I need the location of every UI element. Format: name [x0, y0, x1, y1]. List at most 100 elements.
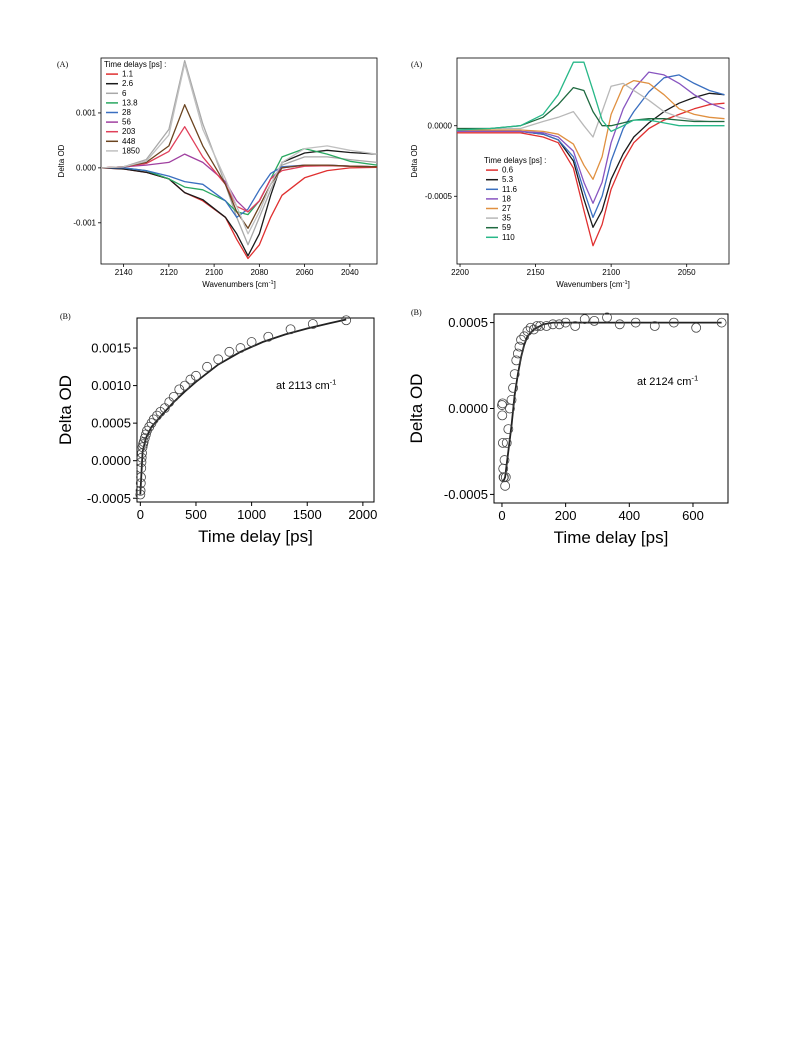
data-point: [602, 312, 612, 323]
data-point: [532, 321, 542, 331]
data-point: [307, 319, 318, 329]
panel-letter-a-left: (A): [57, 60, 69, 69]
data-point: [246, 337, 257, 347]
data-point: [136, 463, 147, 474]
data-point: [498, 437, 508, 448]
x-tick-label: 500: [185, 507, 207, 522]
x-tick-label: 2120: [160, 268, 178, 277]
data-point: [541, 321, 552, 331]
legend-label-1.1: 1.1: [122, 70, 134, 79]
data-point: [589, 315, 600, 326]
data-point: [535, 321, 546, 331]
fit-curve: [502, 321, 722, 482]
data-point: [135, 485, 146, 496]
x-tick-label: 1000: [237, 507, 266, 522]
y-tick-label: 0.0005: [448, 315, 488, 330]
panel-letter-a-right: (A): [411, 60, 423, 69]
legend-label-110: 110: [502, 233, 515, 242]
data-point: [202, 361, 212, 372]
data-point: [522, 326, 533, 337]
legend-label-0.6: 0.6: [502, 166, 514, 175]
y-tick-label: 0.0015: [91, 341, 131, 356]
data-point: [500, 480, 511, 491]
legend-label-35: 35: [502, 214, 511, 223]
y-tick-label: -0.0005: [87, 491, 131, 506]
x-axis-label: Wavenumbers [cm-1]: [556, 280, 630, 289]
plot-frame: [100, 57, 378, 265]
y-tick-label: 0.0000: [91, 453, 131, 468]
data-point: [179, 380, 190, 391]
data-point: [341, 315, 352, 326]
data-point: [519, 331, 530, 342]
series-line-0.6: [457, 102, 725, 247]
data-point: [139, 433, 150, 444]
y-tick-label: 0.000: [76, 164, 97, 173]
legend-label-28: 28: [122, 108, 131, 117]
panel-letter-b-left: (B): [60, 312, 71, 321]
x-axis-label: Time delay [ps]: [554, 528, 669, 547]
annotation-wavenumber: at 2124 cm-1: [637, 374, 698, 388]
data-point: [570, 321, 581, 331]
x-tick-label: 200: [555, 508, 577, 523]
x-tick-label: 2150: [527, 268, 545, 277]
data-point: [499, 455, 510, 465]
legend-title: Time delays [ps] :: [104, 60, 166, 69]
y-tick-label: 0.0010: [91, 378, 131, 393]
series-line-18: [457, 71, 725, 204]
data-point: [547, 319, 558, 330]
data-point: [235, 343, 246, 353]
x-tick-label: 0: [498, 508, 505, 523]
x-axis-label: Wavenumbers [cm-1]: [202, 280, 276, 289]
series-line-6: [100, 60, 378, 246]
data-point: [506, 395, 517, 405]
data-point: [263, 331, 274, 342]
data-point: [560, 317, 571, 328]
legend-label-448: 448: [122, 137, 136, 146]
data-point: [511, 355, 522, 366]
x-axis-label: Time delay [ps]: [198, 527, 313, 546]
x-tick-label: 600: [682, 508, 704, 523]
y-axis-label: Delta OD: [407, 374, 426, 444]
plot-frame: [456, 57, 730, 265]
y-tick-label: 0.0000: [428, 122, 453, 131]
legend-label-203: 203: [122, 127, 136, 136]
annotation-wavenumber: at 2113 cm-1: [276, 378, 336, 392]
legend-label-18: 18: [502, 194, 511, 203]
data-point: [137, 442, 148, 453]
legend-label-27: 27: [502, 204, 511, 213]
y-axis-label: Delta OD: [410, 144, 419, 177]
series-line-27: [457, 79, 725, 180]
x-tick-label: 2080: [250, 268, 268, 277]
y-tick-label: 0.001: [76, 109, 97, 118]
legend-label-5.3: 5.3: [502, 175, 514, 184]
data-point: [514, 341, 525, 352]
data-point: [716, 317, 727, 328]
series-line-203: [100, 126, 378, 213]
data-point: [691, 322, 702, 333]
x-tick-label: 2040: [341, 268, 359, 277]
series-line-11.6: [457, 74, 725, 219]
data-point: [668, 317, 679, 328]
data-point: [213, 354, 224, 365]
data-point: [285, 324, 296, 335]
data-point: [649, 321, 660, 331]
data-point: [501, 437, 512, 448]
x-tick-label: 2050: [678, 268, 696, 277]
data-point: [528, 324, 539, 335]
data-point: [509, 369, 520, 380]
legend-label-13.8: 13.8: [122, 98, 138, 107]
data-point: [516, 334, 526, 345]
y-axis-label: Delta OD: [56, 375, 75, 445]
data-point: [148, 414, 159, 425]
x-tick-label: 2000: [348, 507, 377, 522]
legend-label-6: 6: [122, 89, 127, 98]
legend-label-2.6: 2.6: [122, 79, 134, 88]
data-point: [512, 348, 523, 359]
data-point: [525, 322, 536, 333]
data-point: [503, 424, 514, 435]
data-point: [136, 452, 147, 463]
